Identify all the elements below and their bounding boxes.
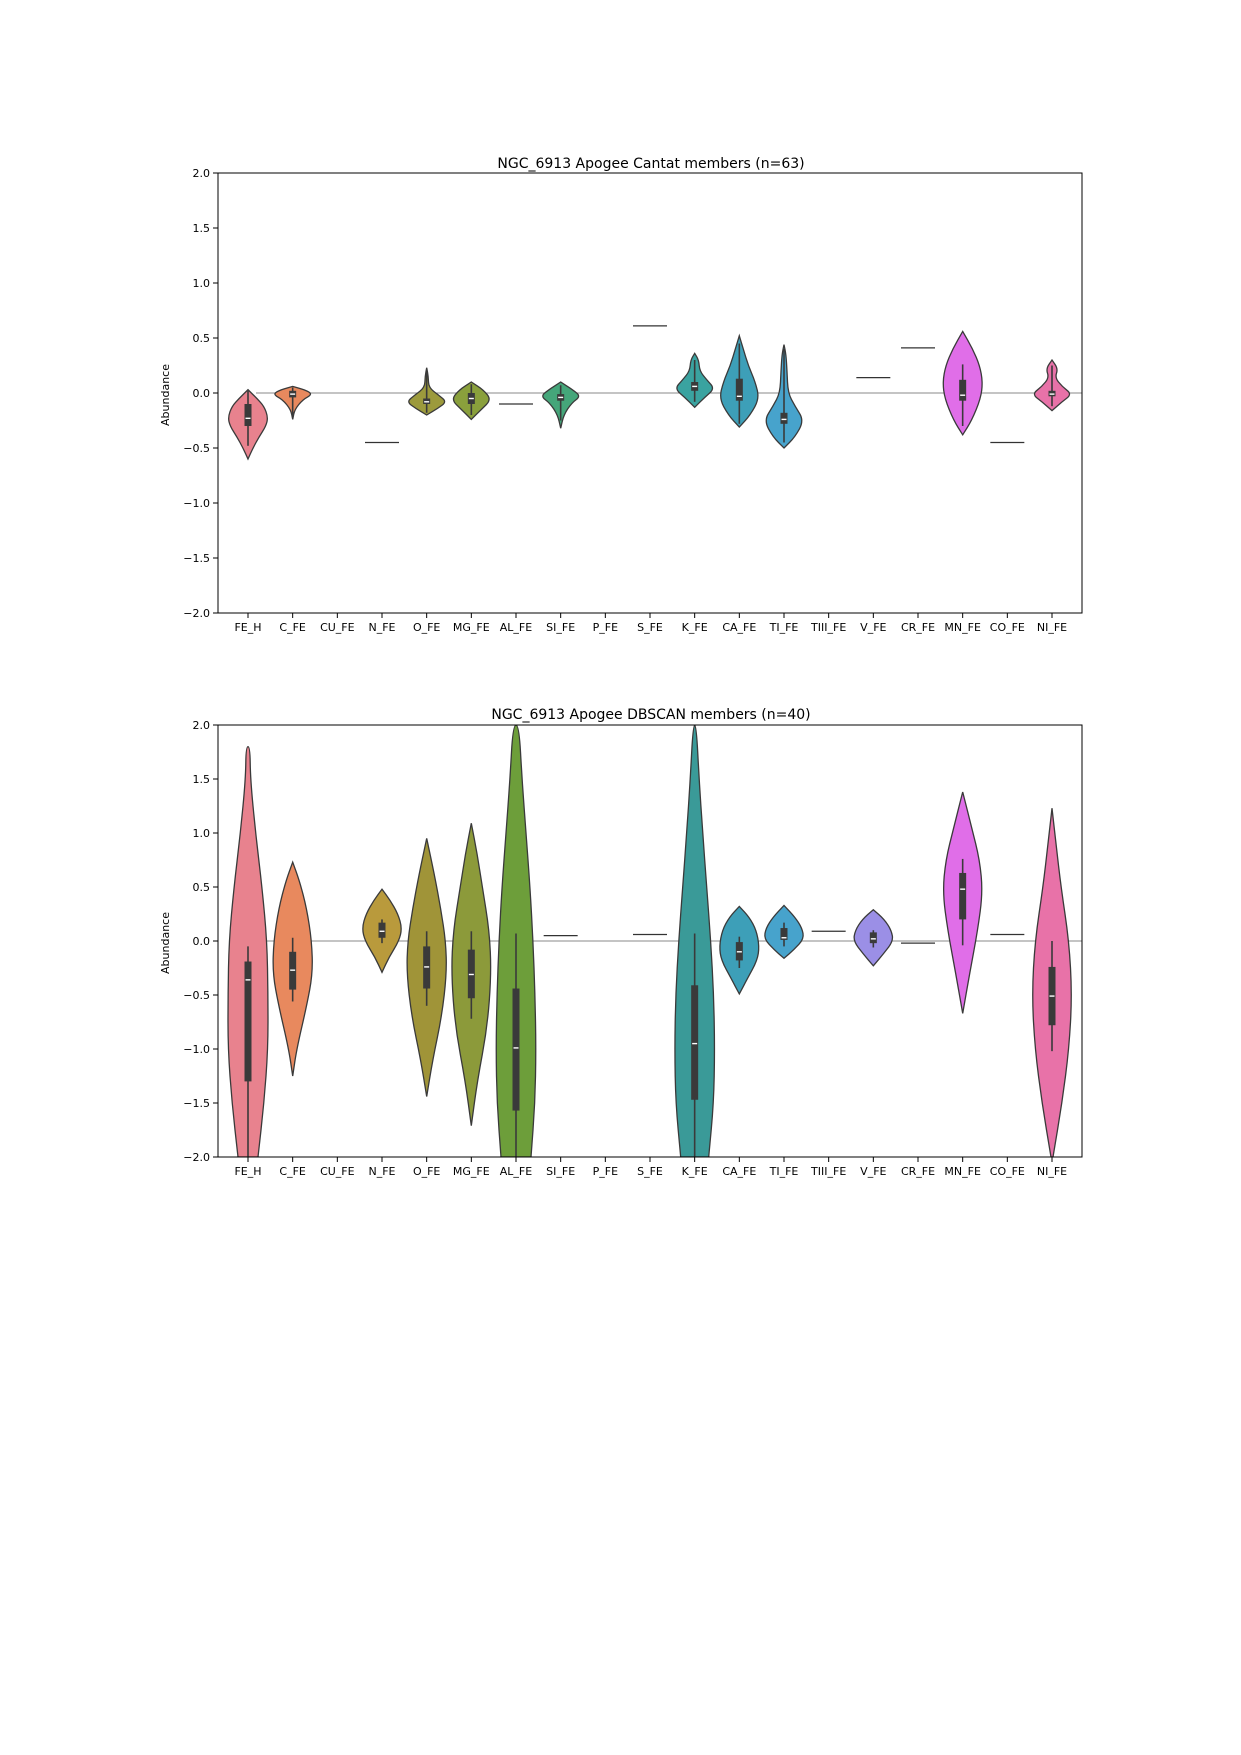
- x-tick-label: TI_FE: [769, 1165, 799, 1178]
- x-tick-label: TI_FE: [769, 621, 799, 634]
- iqr-box: [378, 922, 386, 938]
- y-axis-label: Abundance: [159, 364, 172, 426]
- x-tick-label: CU_FE: [320, 621, 355, 634]
- x-tick-label: NI_FE: [1037, 1165, 1067, 1178]
- y-tick-label: 0.0: [193, 935, 211, 948]
- y-axis-label: Abundance: [159, 912, 172, 974]
- x-tick-label: TIII_FE: [810, 1165, 846, 1178]
- x-tick-label: CR_FE: [901, 1165, 935, 1178]
- x-tick-label: S_FE: [637, 1165, 663, 1178]
- x-tick-label: MN_FE: [944, 1165, 981, 1178]
- chart-title: NGC_6913 Apogee Cantat members (n=63): [497, 156, 804, 172]
- y-tick-label: 1.0: [193, 827, 211, 840]
- y-tick-label: −1.0: [183, 497, 210, 510]
- plot-area: [227, 725, 1072, 1157]
- iqr-box: [512, 988, 520, 1111]
- y-tick-label: −1.0: [183, 1043, 210, 1056]
- x-tick-label: TIII_FE: [810, 621, 846, 634]
- iqr-box: [869, 932, 877, 944]
- x-tick-label: NI_FE: [1037, 621, 1067, 634]
- bottom-violin-chart: NGC_6913 Apogee DBSCAN members (n=40) Ab…: [159, 707, 1083, 1178]
- x-tick-label: CU_FE: [320, 1165, 355, 1178]
- y-tick-label: −2.0: [183, 607, 210, 620]
- x-tick-label: P_FE: [593, 1165, 618, 1178]
- y-tick-label: −1.5: [183, 552, 210, 565]
- x-tick-label: CR_FE: [901, 621, 935, 634]
- plot-area: [228, 325, 1071, 461]
- x-tick-label: CA_FE: [722, 1165, 756, 1178]
- x-tick-label: AL_FE: [500, 1165, 532, 1178]
- x-tick-label: AL_FE: [500, 621, 532, 634]
- x-tick-label: V_FE: [860, 1165, 886, 1178]
- x-tick-label: V_FE: [860, 621, 886, 634]
- y-tick-label: 1.5: [193, 773, 211, 786]
- x-tick-label: CO_FE: [990, 621, 1025, 634]
- y-tick-label: 2.0: [193, 719, 211, 732]
- x-tick-label: O_FE: [413, 621, 440, 634]
- y-tick-label: 1.5: [193, 222, 211, 235]
- x-tick-label: K_FE: [682, 1165, 708, 1178]
- x-tick-label: C_FE: [279, 621, 306, 634]
- x-tick-label: N_FE: [368, 1165, 395, 1178]
- y-tick-label: 0.5: [193, 332, 211, 345]
- x-tick-label: MG_FE: [453, 1165, 490, 1178]
- iqr-box: [691, 985, 699, 1100]
- iqr-box: [780, 928, 788, 940]
- x-tick-label: CA_FE: [722, 621, 756, 634]
- iqr-box: [959, 872, 967, 920]
- iqr-box: [735, 378, 743, 401]
- x-tick-label: MG_FE: [453, 621, 490, 634]
- iqr-box: [959, 379, 967, 401]
- y-tick-label: 0.5: [193, 881, 211, 894]
- x-tick-label: MN_FE: [944, 621, 981, 634]
- x-tick-label: FE_H: [234, 1165, 261, 1178]
- x-tick-label: K_FE: [682, 621, 708, 634]
- x-tick-label: N_FE: [368, 621, 395, 634]
- x-tick-label: C_FE: [279, 1165, 306, 1178]
- x-tick-label: SI_FE: [546, 621, 575, 634]
- x-tick-label: FE_H: [234, 621, 261, 634]
- x-tick-label: CO_FE: [990, 1165, 1025, 1178]
- x-tick-label: S_FE: [637, 621, 663, 634]
- iqr-box: [244, 961, 252, 1082]
- y-tick-label: −1.5: [183, 1097, 210, 1110]
- y-tick-label: 2.0: [193, 167, 211, 180]
- iqr-box: [244, 404, 252, 426]
- x-tick-label: O_FE: [413, 1165, 440, 1178]
- x-tick-label: P_FE: [593, 621, 618, 634]
- top-violin-chart: NGC_6913 Apogee Cantat members (n=63) Ab…: [159, 156, 1083, 634]
- y-tick-label: −2.0: [183, 1151, 210, 1164]
- y-tick-label: 1.0: [193, 277, 211, 290]
- iqr-box: [780, 412, 788, 424]
- y-tick-label: 0.0: [193, 387, 211, 400]
- x-tick-label: SI_FE: [546, 1165, 575, 1178]
- chart-title: NGC_6913 Apogee DBSCAN members (n=40): [491, 707, 810, 723]
- y-tick-label: −0.5: [183, 442, 210, 455]
- y-tick-label: −0.5: [183, 989, 210, 1002]
